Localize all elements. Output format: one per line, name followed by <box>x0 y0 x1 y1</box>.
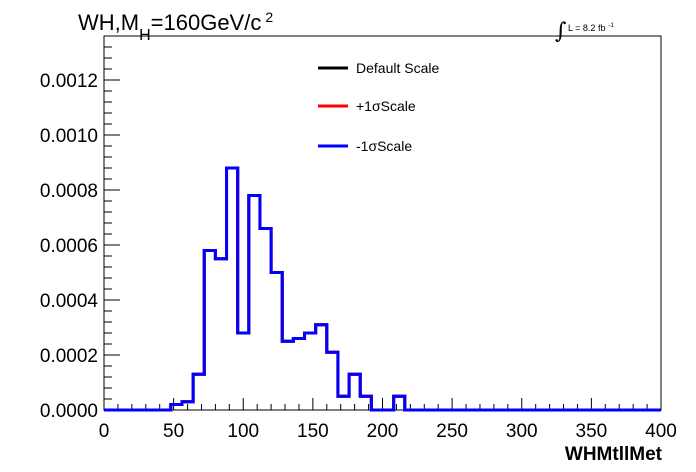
chart-title-suffix: =160GeV/c <box>151 10 262 35</box>
lumi-integral-symbol: ∫ <box>555 19 567 44</box>
y-tick-label: 0.0006 <box>40 236 98 257</box>
y-tick-label: 0.0012 <box>40 71 98 92</box>
legend-label-plus-1-sigma: +1σScale <box>356 98 416 114</box>
y-tick-label: 0.0004 <box>40 291 99 312</box>
x-axis-label: WHMtllMet <box>565 444 663 465</box>
y-tick-label: 0.0002 <box>40 346 98 367</box>
x-tick-label: 200 <box>367 421 399 442</box>
chart-title-superscript: 2 <box>265 9 273 25</box>
x-tick-label: 350 <box>576 421 608 442</box>
x-tick-label: 400 <box>645 421 677 442</box>
y-tick-label: 0.0010 <box>40 126 98 147</box>
x-tick-label: 250 <box>436 421 468 442</box>
y-tick-label: 0.0008 <box>40 181 98 202</box>
lumi-label-superscript: -1 <box>608 23 614 29</box>
x-axis: 0 50 100 150 200 250 300 350 400 <box>99 398 677 442</box>
x-tick-label: 150 <box>297 421 329 442</box>
series-lines <box>104 166 661 412</box>
legend: Default Scale +1σScale -1σScale <box>318 60 439 154</box>
lumi-label-text: L = 8.2 fb <box>568 23 605 33</box>
legend-label-default-scale: Default Scale <box>356 60 439 76</box>
x-tick-label: 50 <box>163 421 184 442</box>
lumi-label: L = 8.2 fb -1 <box>568 23 614 33</box>
y-tick-label: 0.0000 <box>40 401 98 422</box>
x-tick-label: 0 <box>99 421 110 442</box>
x-tick-label: 100 <box>227 421 259 442</box>
chart-title-prefix: WH,M <box>78 10 139 35</box>
series-line-1-scale <box>104 166 661 412</box>
x-tick-label: 300 <box>506 421 538 442</box>
legend-label-minus-1-sigma: -1σScale <box>356 138 412 154</box>
